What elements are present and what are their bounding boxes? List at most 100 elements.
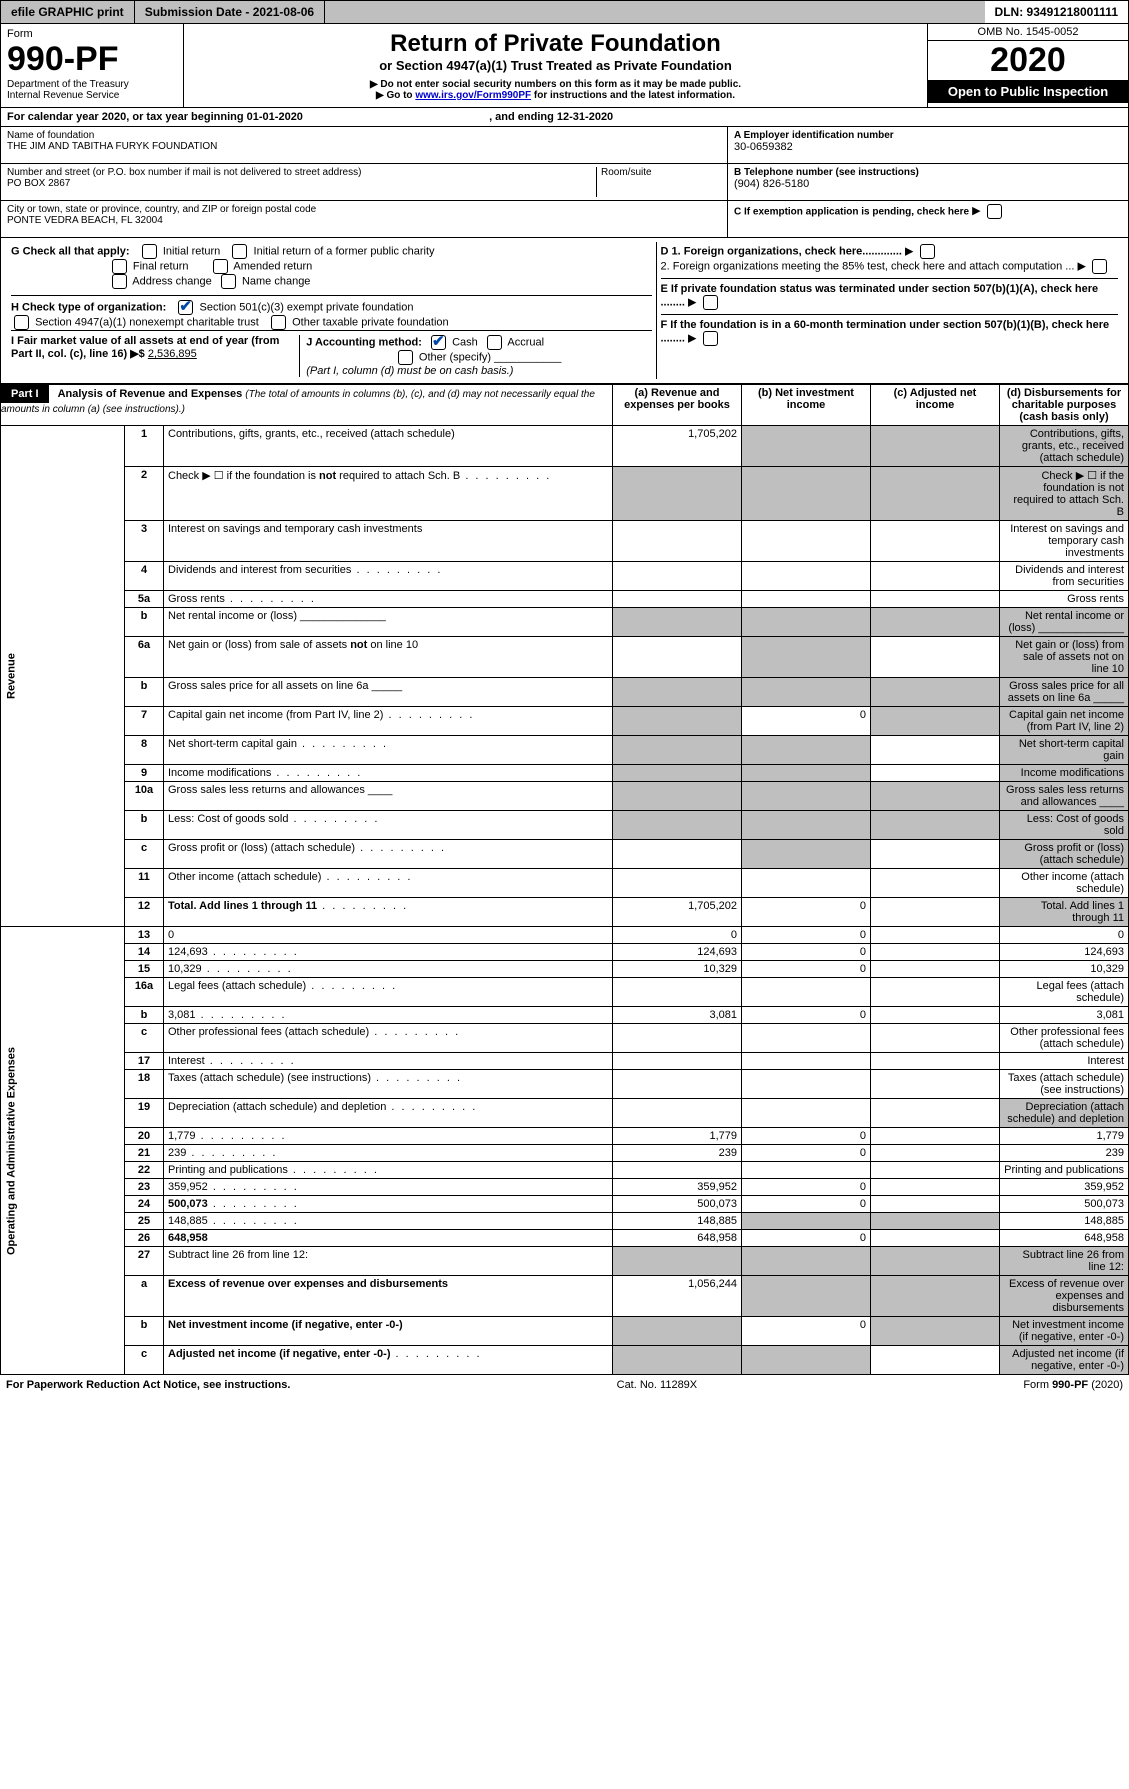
g-final-cb[interactable] [112, 259, 127, 274]
line-desc: Gross sales less returns and allowances … [164, 782, 613, 811]
right-checks: D 1. Foreign organizations, check here..… [657, 242, 1123, 379]
g-addr-cb[interactable] [112, 274, 127, 289]
line-desc: 1,779 [164, 1128, 613, 1145]
line-number: 5a [125, 591, 164, 608]
topbar-fill [325, 1, 984, 23]
line-number: c [125, 1024, 164, 1053]
cell-d: 3,081 [1000, 1007, 1129, 1024]
cell-d: Capital gain net income (from Part IV, l… [1000, 707, 1129, 736]
cell-d: Printing and publications [1000, 1162, 1129, 1179]
col-b-header: (b) Net investment income [742, 385, 871, 426]
line-number: 14 [125, 944, 164, 961]
line-desc: Printing and publications [164, 1162, 613, 1179]
goto-link[interactable]: www.irs.gov/Form990PF [415, 90, 531, 101]
cell-d: 648,958 [1000, 1230, 1129, 1247]
cell-a [613, 562, 742, 591]
c-checkbox[interactable] [987, 204, 1002, 219]
line-number: 26 [125, 1230, 164, 1247]
cal-begin: 01-01-2020 [247, 111, 303, 123]
cell-c [871, 1276, 1000, 1317]
g-initial-cb[interactable] [142, 244, 157, 259]
line-number: c [125, 1346, 164, 1375]
h-501c3-cb[interactable] [178, 300, 193, 315]
cell-c [871, 978, 1000, 1007]
cell-a: 10,329 [613, 961, 742, 978]
cell-d: Contributions, gifts, grants, etc., rece… [1000, 426, 1129, 467]
cell-d: 0 [1000, 927, 1129, 944]
j-accrual-cb[interactable] [487, 335, 502, 350]
expenses-side-label: Operating and Administrative Expenses [1, 927, 125, 1375]
cell-c [871, 1007, 1000, 1024]
cell-a [613, 1317, 742, 1346]
j-note: (Part I, column (d) must be on cash basi… [306, 365, 513, 377]
cell-b: 0 [742, 1317, 871, 1346]
cell-c [871, 1247, 1000, 1276]
cell-a: 648,958 [613, 1230, 742, 1247]
line-number: 19 [125, 1099, 164, 1128]
d1-cb[interactable] [920, 244, 935, 259]
cell-b [742, 1162, 871, 1179]
line-desc: 239 [164, 1145, 613, 1162]
line-number: 12 [125, 898, 164, 927]
cell-b [742, 1070, 871, 1099]
line-number: 16a [125, 978, 164, 1007]
cell-a [613, 637, 742, 678]
phone-value: (904) 826-5180 [734, 178, 1122, 190]
g-name-cb[interactable] [221, 274, 236, 289]
table-row: 18Taxes (attach schedule) (see instructi… [1, 1070, 1129, 1099]
table-row: Operating and Administrative Expenses130… [1, 927, 1129, 944]
table-row: c Adjusted net income (if negative, enter… [1, 1346, 1129, 1375]
cell-c [871, 1145, 1000, 1162]
line-desc: Dividends and interest from securities [164, 562, 613, 591]
h-4947-cb[interactable] [14, 315, 29, 330]
line-number: 1 [125, 426, 164, 467]
line-number: c [125, 840, 164, 869]
cell-a [613, 811, 742, 840]
table-row: 5aGross rentsGross rents [1, 591, 1129, 608]
info-right: A Employer identification number 30-0659… [727, 127, 1128, 237]
g-name: Name change [242, 275, 311, 287]
year-block: OMB No. 1545-0052 2020 Open to Public In… [927, 24, 1128, 107]
cell-b: 0 [742, 1230, 871, 1247]
g-amended-cb[interactable] [213, 259, 228, 274]
line-number: 24 [125, 1196, 164, 1213]
page-footer: For Paperwork Reduction Act Notice, see … [0, 1375, 1129, 1395]
info-block: Name of foundation THE JIM AND TABITHA F… [0, 127, 1129, 238]
line-number: 18 [125, 1070, 164, 1099]
table-row: 23359,952359,9520359,952 [1, 1179, 1129, 1196]
ein-value: 30-0659382 [734, 141, 1122, 153]
line-desc: 10,329 [164, 961, 613, 978]
d1-label: D 1. Foreign organizations, check here..… [661, 245, 902, 257]
col-a-header: (a) Revenue and expenses per books [613, 385, 742, 426]
cell-a [613, 608, 742, 637]
j-cash-cb[interactable] [431, 335, 446, 350]
f-cb[interactable] [703, 331, 718, 346]
h-other-cb[interactable] [271, 315, 286, 330]
name-value: THE JIM AND TABITHA FURYK FOUNDATION [7, 141, 721, 152]
cell-d: Gross profit or (loss) (attach schedule) [1000, 840, 1129, 869]
calendar-row: For calendar year 2020, or tax year begi… [0, 108, 1129, 127]
line-desc: Net gain or (loss) from sale of assets n… [164, 637, 613, 678]
cell-b: 0 [742, 1196, 871, 1213]
cell-c [871, 1317, 1000, 1346]
cell-c [871, 1196, 1000, 1213]
table-row: 212392390239 [1, 1145, 1129, 1162]
exemption-cell: C If exemption application is pending, c… [728, 201, 1128, 237]
efile-button[interactable]: efile GRAPHIC print [1, 1, 135, 23]
table-row: 26648,958648,9580648,958 [1, 1230, 1129, 1247]
table-row: Revenue1Contributions, gifts, grants, et… [1, 426, 1129, 467]
part1-title: Analysis of Revenue and Expenses [58, 388, 243, 400]
cell-d: Adjusted net income (if negative, enter … [1000, 1346, 1129, 1375]
h-4947: Section 4947(a)(1) nonexempt charitable … [35, 316, 259, 328]
form-title: Return of Private Foundation [190, 30, 921, 58]
g-initial-former-cb[interactable] [232, 244, 247, 259]
cell-d: Net investment income (if negative, ente… [1000, 1317, 1129, 1346]
j-other-cb[interactable] [398, 350, 413, 365]
e-cb[interactable] [703, 295, 718, 310]
cell-d: Legal fees (attach schedule) [1000, 978, 1129, 1007]
d2-label: 2. Foreign organizations meeting the 85%… [661, 260, 1075, 272]
cell-c [871, 467, 1000, 521]
line-desc: Net short-term capital gain [164, 736, 613, 765]
table-row: bNet investment income (if negative, ent… [1, 1317, 1129, 1346]
d2-cb[interactable] [1092, 259, 1107, 274]
